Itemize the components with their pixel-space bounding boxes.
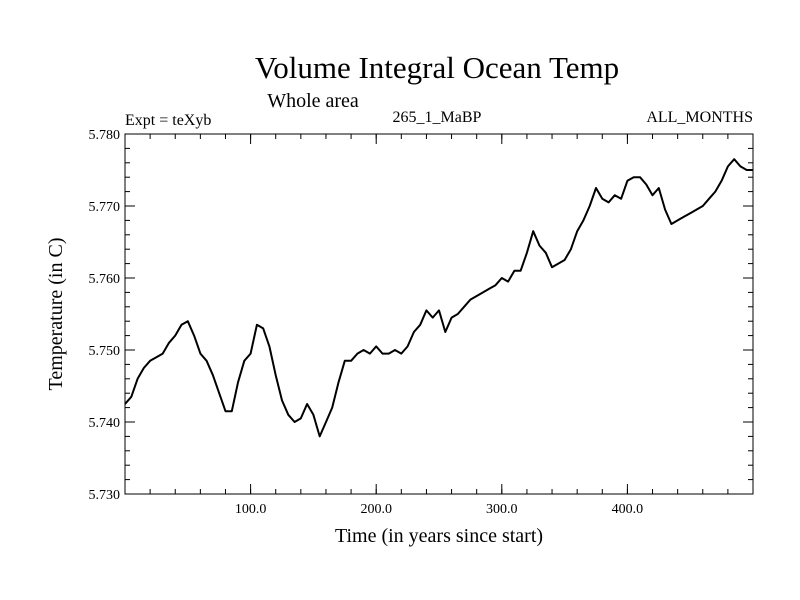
y-tick-label: 5.730	[89, 488, 121, 503]
y-tick-label: 5.750	[89, 344, 121, 359]
x-axis: 100.0 200.0 300.0 400.0	[149, 134, 729, 517]
y-axis-label: Temperature (in C)	[45, 238, 67, 391]
series-layer	[124, 158, 753, 438]
y-tick-label: 5.770	[89, 200, 121, 215]
chart-subtitle: Whole area	[267, 90, 359, 112]
x-tick-label: 400.0	[612, 502, 644, 517]
expt-label: Expt = teXyb	[125, 112, 211, 129]
y-tick-label: 5.780	[89, 128, 121, 143]
run-id-label: 265_1_MaBP	[393, 109, 482, 126]
y-tick-label: 5.760	[89, 272, 121, 287]
x-tick-label: 200.0	[360, 502, 392, 517]
x-tick-label: 300.0	[486, 502, 518, 517]
months-label: ALL_MONTHS	[646, 109, 753, 126]
x-axis-label: Time (in years since start)	[335, 525, 543, 547]
y-tick-label: 5.740	[89, 416, 121, 431]
y-axis: 5.730 5.740 5.750 5.760 5.770 5.780	[89, 128, 753, 503]
series-line	[124, 158, 753, 438]
x-tick-label: 100.0	[235, 502, 267, 517]
plot-frame	[124, 133, 754, 495]
chart-title: Volume Integral Ocean Temp	[255, 50, 619, 85]
